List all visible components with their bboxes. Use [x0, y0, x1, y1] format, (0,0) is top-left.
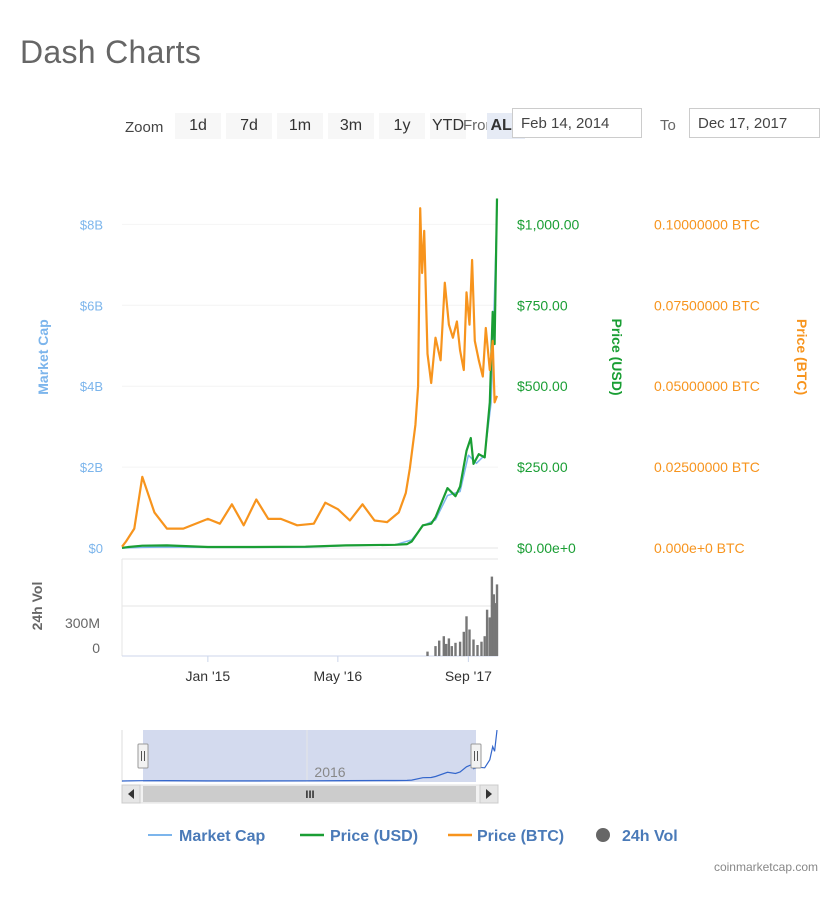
volume-bar — [445, 643, 448, 656]
price-btc-tick-label: 0.02500000 BTC — [654, 459, 760, 475]
market-cap-line — [121, 208, 498, 549]
zoom-3m-button[interactable]: 3m — [328, 113, 374, 139]
x-tick-label: May '16 — [314, 668, 363, 684]
volume-bar — [426, 651, 429, 656]
credit-link[interactable]: coinmarketcap.com — [713, 860, 818, 874]
volume-axis-title: 24h Vol — [29, 582, 45, 631]
volume-bar — [458, 641, 462, 656]
market-cap-tick-label: $2B — [80, 460, 103, 475]
volume-bar — [468, 629, 471, 656]
price-usd-tick-label: $750.00 — [517, 297, 568, 313]
volume-bar — [480, 641, 483, 656]
volume-bar — [447, 638, 451, 656]
navigator-left-handle[interactable] — [137, 743, 149, 769]
volume-pane: 24h Vol 0 300M — [29, 558, 499, 657]
price-btc-axis-title: Price (BTC) — [794, 319, 810, 395]
range-selector: Zoom 1d 7d 1m 3m 1y YTD From ALL Feb 14,… — [125, 108, 825, 148]
navigator-left-handle-body[interactable] — [137, 743, 149, 769]
market-cap-tick-label: $8B — [80, 217, 103, 232]
legend-item-price-usd[interactable]: Price (USD) — [300, 828, 418, 845]
zoom-1m-button[interactable]: 1m — [277, 113, 323, 139]
volume-bar — [465, 616, 468, 656]
volume-bar — [492, 594, 495, 656]
zoom-1d-button[interactable]: 1d — [175, 113, 221, 139]
navigator-year-label: 2016 — [314, 764, 345, 780]
price-usd-line — [121, 198, 499, 549]
zoom-ytd-button[interactable]: YTD — [430, 113, 466, 139]
price-btc-tick-label: 0.000e+0 BTC — [654, 540, 745, 556]
volume-bar — [493, 603, 497, 656]
legend-volume-label: 24h Vol — [622, 828, 678, 845]
volume-bar — [438, 640, 441, 656]
legend-price-btc-label: Price (BTC) — [477, 828, 564, 845]
volume-bar — [454, 642, 457, 656]
market-cap-tick-label: $4B — [80, 379, 103, 394]
to-date-input[interactable]: Dec 17, 2017 — [689, 108, 820, 138]
navigator-right-handle[interactable] — [470, 743, 482, 769]
navigator-mask[interactable] — [143, 730, 476, 782]
volume-bar — [488, 617, 491, 656]
legend-item-market-cap[interactable]: Market Cap — [148, 828, 265, 845]
price-usd-tick-label: $500.00 — [517, 378, 568, 394]
price-usd-tick-label: $1,000.00 — [517, 216, 579, 232]
volume-bar — [434, 646, 437, 656]
zoom-1y-button[interactable]: 1y — [379, 113, 425, 139]
volume-bar — [490, 576, 494, 656]
legend-market-cap-label: Market Cap — [179, 828, 265, 845]
legend-price-usd-label: Price (USD) — [330, 828, 418, 845]
page-title: Dash Charts — [20, 34, 202, 70]
legend-item-price-btc[interactable]: Price (BTC) — [448, 828, 564, 845]
to-label: To — [660, 117, 676, 134]
legend-item-24h-vol[interactable]: 24h Vol — [596, 828, 678, 845]
price-btc-tick-label: 0.10000000 BTC — [654, 216, 760, 232]
arrow-right-icon — [486, 789, 492, 799]
from-date-input[interactable]: Feb 14, 2014 — [512, 108, 642, 138]
main-plot-area — [121, 198, 499, 549]
volume-bar — [495, 584, 499, 656]
navigator-right-handle-body[interactable] — [470, 743, 482, 769]
x-tick-label: Jan '15 — [186, 668, 231, 684]
price-usd-tick-label: $0.00e+0 — [517, 540, 576, 556]
volume-bar — [450, 646, 453, 656]
arrow-left-icon — [128, 789, 134, 799]
x-tick-label: Sep '17 — [445, 668, 492, 684]
volume-tick-label: 300M — [65, 615, 100, 631]
zoom-label: Zoom — [125, 119, 164, 136]
volume-bar — [483, 636, 486, 656]
legend: Market Cap Price (USD) Price (BTC) 24h V… — [148, 828, 678, 845]
zoom-7d-button[interactable]: 7d — [226, 113, 272, 139]
price-btc-line — [121, 207, 499, 548]
volume-bar — [485, 609, 489, 656]
price-btc-tick-label: 0.05000000 BTC — [654, 378, 760, 394]
scrollbar-grip: III — [305, 789, 314, 801]
market-cap-tick-label: $0 — [89, 541, 103, 556]
scrollbar[interactable]: III — [121, 784, 499, 804]
navigator[interactable]: 2016 — [121, 730, 498, 782]
volume-bar — [462, 631, 465, 657]
scrollbar-thumb[interactable] — [143, 786, 476, 802]
market-cap-tick-label: $6B — [80, 298, 103, 313]
market-cap-axis-title: Market Cap — [35, 319, 51, 394]
volume-bar — [472, 639, 475, 656]
volume-bar — [476, 645, 479, 656]
price-btc-tick-label: 0.07500000 BTC — [654, 297, 760, 313]
volume-tick-label: 0 — [92, 640, 100, 656]
price-usd-tick-label: $250.00 — [517, 459, 568, 475]
legend-volume-swatch — [596, 828, 610, 842]
price-usd-axis-title: Price (USD) — [609, 318, 625, 395]
volume-bar — [442, 636, 445, 656]
navigator-series-line — [121, 730, 498, 782]
